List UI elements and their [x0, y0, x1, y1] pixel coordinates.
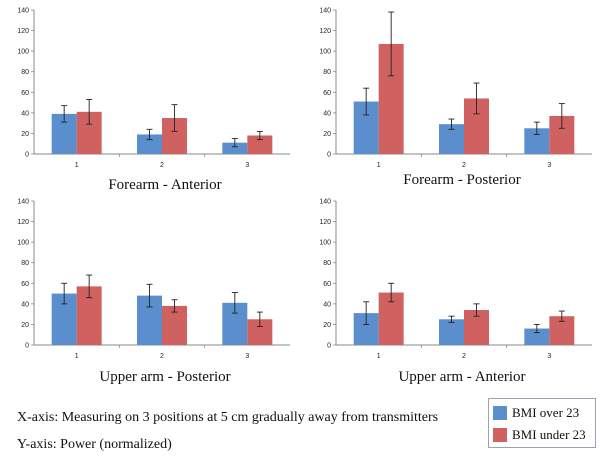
x-tick-label: 2: [160, 162, 164, 169]
x-tick-label: 1: [75, 353, 79, 360]
bar-2: [247, 135, 273, 154]
y-tick-label: 140: [319, 199, 331, 206]
y-tick-label: 40: [21, 301, 29, 308]
y-tick-label: 0: [327, 152, 331, 159]
y-tick-label: 20: [21, 131, 29, 138]
x-tick-label: 3: [547, 353, 551, 360]
x-tick-label: 3: [245, 162, 249, 169]
legend: BMI over 23 BMI under 23: [488, 398, 596, 448]
bar-1: [222, 142, 248, 154]
chart-1: 0 20 40 60 80 100 120 140 1 2 3 Forearm - Anterior: [17, 8, 290, 193]
chart-2: 0 20 40 60 80 100 120 140 1 2 3 Forearm - Posterior: [319, 8, 592, 188]
y-tick-label: 60: [323, 90, 331, 97]
x-tick-label: 2: [160, 353, 164, 360]
y-tick-label: 120: [17, 219, 29, 226]
chart-title: Upper arm - Anterior: [398, 369, 525, 385]
bar-1: [524, 328, 550, 345]
chart-4: 0 20 40 60 80 100 120 140 1 2 3 Upper arm - Anterio…: [319, 199, 592, 385]
y-tick-label: 100: [17, 240, 29, 247]
y-tick-label: 140: [17, 8, 29, 15]
legend-label-bmi-under-23: BMI under 23: [512, 427, 586, 442]
legend-item-bmi-over-23: BMI over 23: [493, 403, 579, 423]
chart-title: Forearm - Anterior: [108, 177, 221, 193]
y-tick-label: 100: [17, 49, 29, 56]
y-tick-label: 0: [327, 343, 331, 350]
x-tick-label: 2: [462, 353, 466, 360]
y-tick-label: 60: [21, 281, 29, 288]
x-tick-label: 1: [75, 162, 79, 169]
chart-title: Forearm - Posterior: [403, 172, 520, 188]
y-tick-label: 60: [21, 90, 29, 97]
y-tick-label: 40: [323, 301, 331, 308]
y-tick-label: 120: [17, 28, 29, 35]
y-tick-label: 80: [21, 260, 29, 267]
y-axis-note: Y-axis: Power (normalized): [17, 437, 172, 452]
y-tick-label: 80: [323, 260, 331, 267]
y-tick-label: 100: [319, 49, 331, 56]
axis-notes: X-axis: Measuring on 3 positions at 5 cm…: [17, 404, 487, 458]
y-tick-label: 60: [323, 281, 331, 288]
bar-1: [137, 134, 162, 154]
y-tick-label: 80: [21, 69, 29, 76]
chart-3: 0 20 40 60 80 100 120 140 1 2 3 Upper arm - Posteri…: [17, 199, 290, 385]
y-tick-label: 140: [17, 199, 29, 206]
y-tick-label: 20: [323, 322, 331, 329]
y-tick-label: 20: [323, 131, 331, 138]
x-tick-label: 2: [462, 162, 466, 169]
y-tick-label: 40: [323, 110, 331, 117]
x-tick-label: 1: [377, 162, 381, 169]
y-tick-label: 0: [25, 152, 29, 159]
legend-swatch-bmi-under-23: [493, 428, 507, 442]
y-tick-label: 120: [319, 219, 331, 226]
legend-swatch-bmi-over-23: [493, 406, 507, 420]
x-axis-note: X-axis: Measuring on 3 positions at 5 cm…: [17, 410, 439, 425]
y-tick-label: 140: [319, 8, 331, 15]
y-tick-label: 40: [21, 110, 29, 117]
y-tick-label: 120: [319, 28, 331, 35]
y-tick-label: 0: [25, 343, 29, 350]
x-tick-label: 3: [547, 162, 551, 169]
chart-title: Upper arm - Posterior: [99, 369, 230, 385]
legend-label-bmi-over-23: BMI over 23: [512, 405, 580, 420]
bar-1: [439, 319, 464, 345]
y-tick-label: 100: [319, 240, 331, 247]
y-tick-label: 80: [323, 69, 331, 76]
legend-item-bmi-under-23: BMI under 23: [493, 425, 586, 445]
y-tick-label: 20: [21, 322, 29, 329]
x-tick-label: 1: [377, 353, 381, 360]
x-tick-label: 3: [245, 353, 249, 360]
